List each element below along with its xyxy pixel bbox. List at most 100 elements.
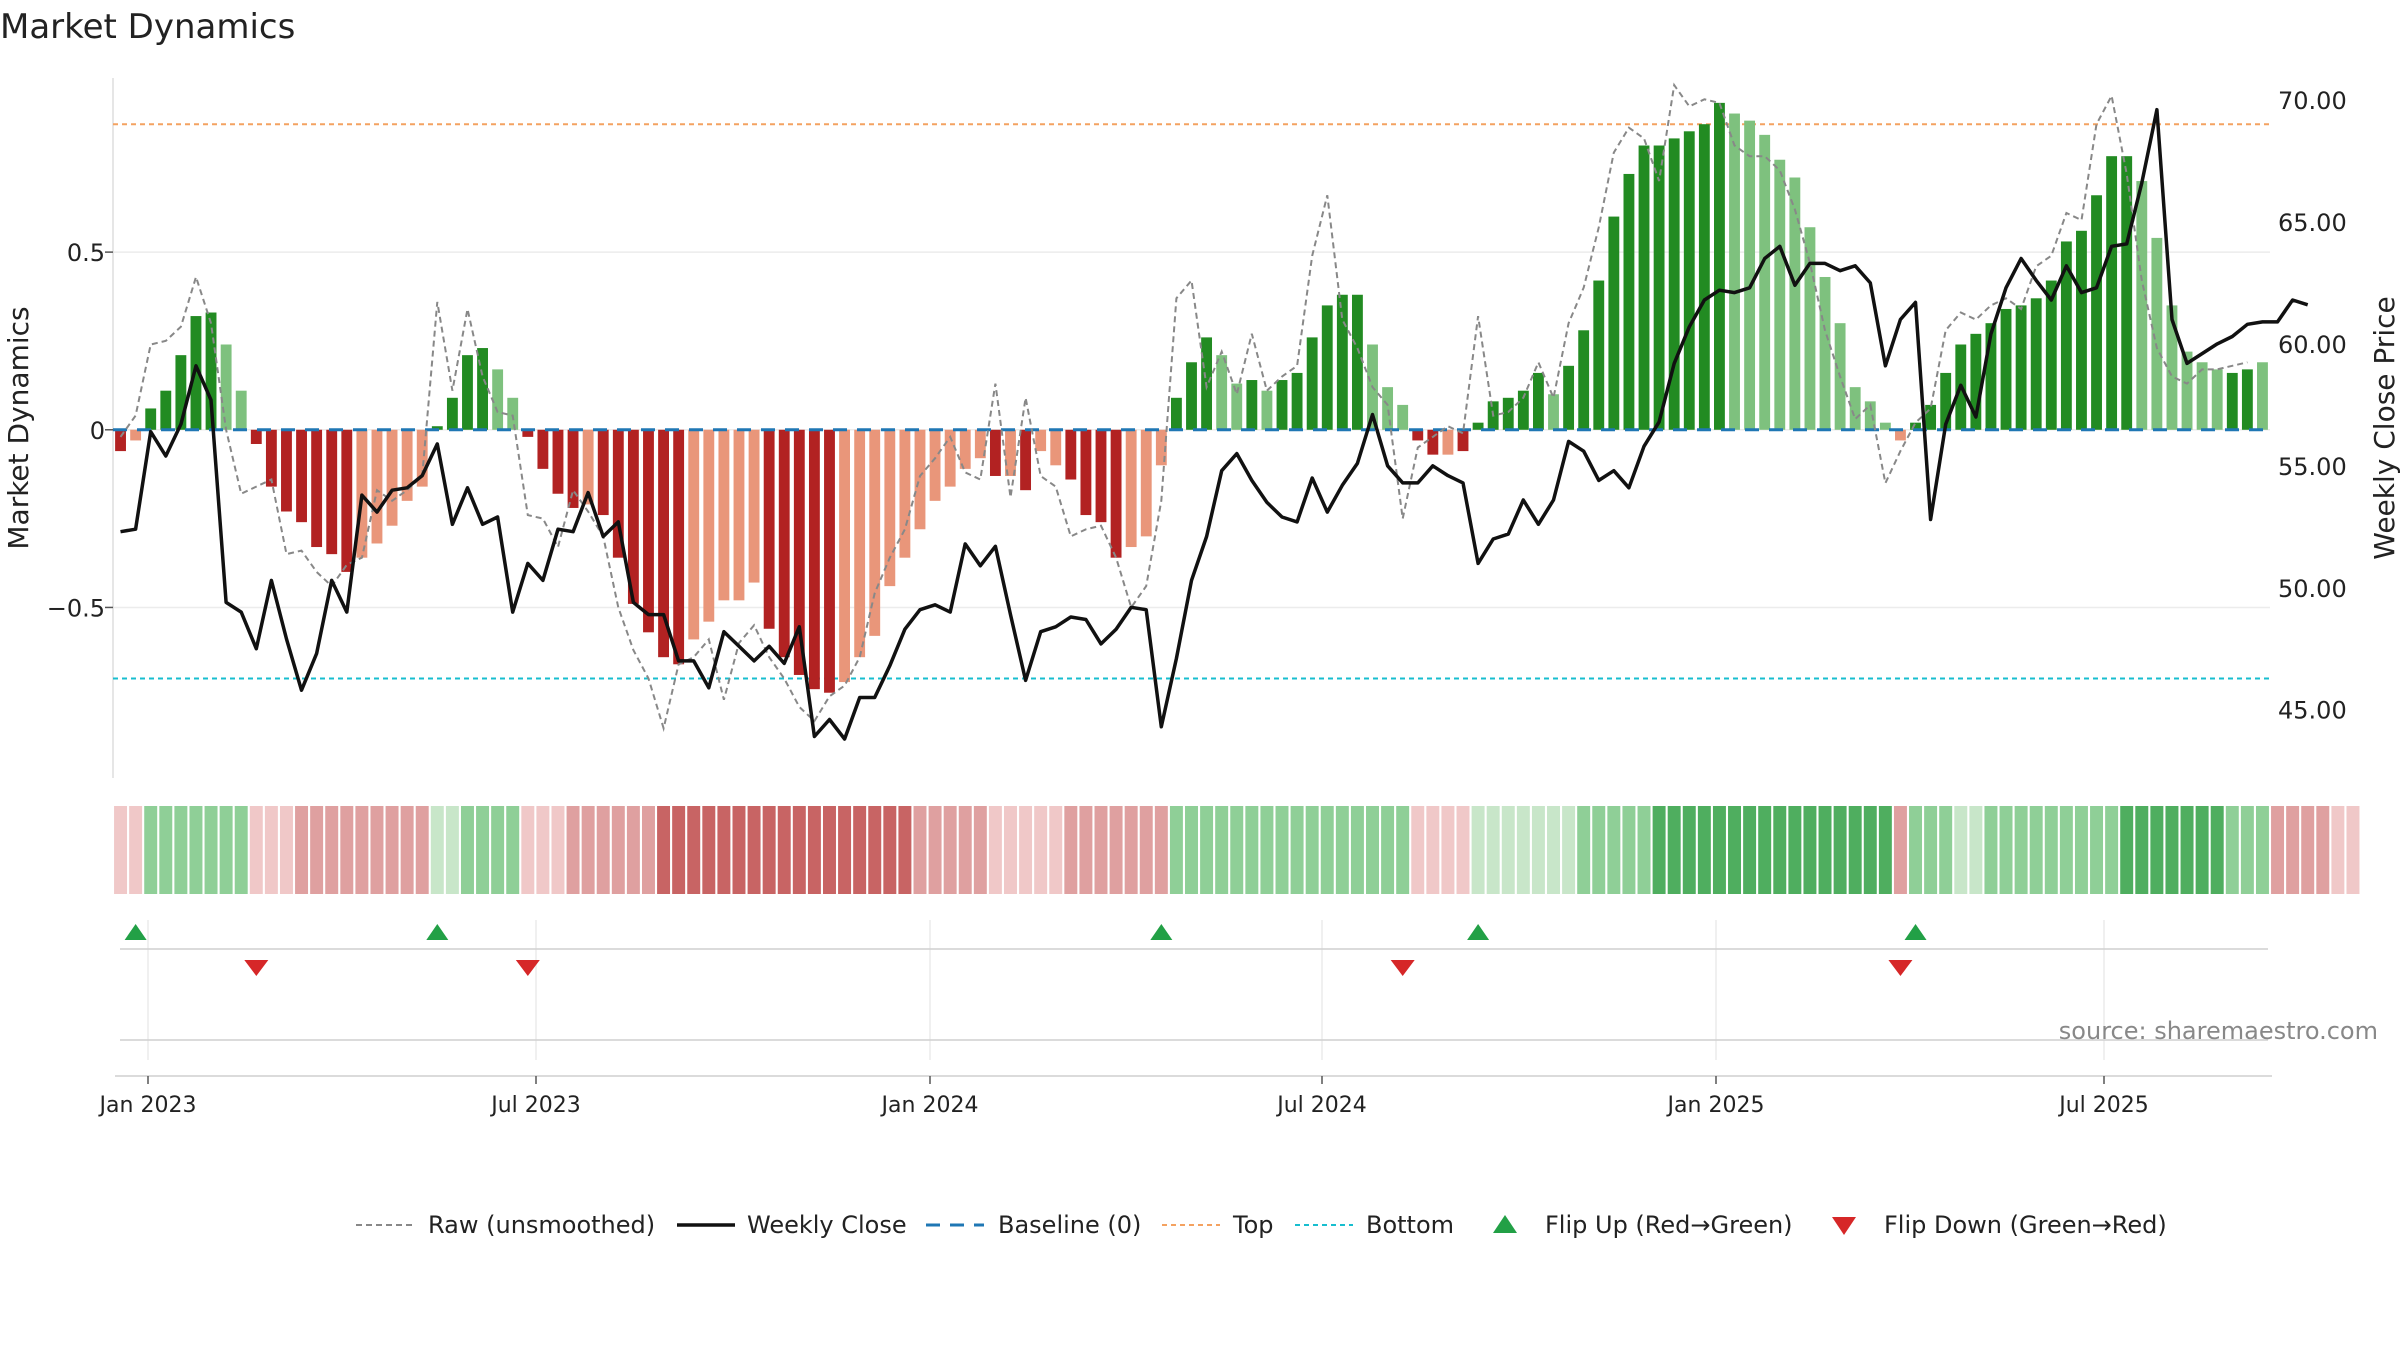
legend-label: Flip Down (Green→Red)	[1884, 1211, 2167, 1239]
strip-cell	[1788, 806, 1802, 894]
strip-cell	[1878, 806, 1892, 894]
strip-cell	[807, 806, 821, 894]
strip-cell	[144, 806, 158, 894]
momentum-bar	[2045, 280, 2057, 430]
strip-cell	[1139, 806, 1153, 894]
strip-cell	[1381, 806, 1395, 894]
momentum-bar	[1336, 294, 1348, 430]
strip-cell	[1426, 806, 1440, 894]
chart-title: Market Dynamics	[0, 7, 295, 47]
strip-cell	[2150, 806, 2164, 894]
strip-cell	[2059, 806, 2073, 894]
x-tick-label: Jan 2023	[98, 1093, 197, 1118]
strip-cell	[1562, 806, 1576, 894]
momentum-bar	[2106, 156, 2118, 430]
momentum-bar	[1970, 333, 1982, 430]
momentum-bar	[1683, 131, 1695, 430]
momentum-bar	[1563, 365, 1575, 430]
flip-up-marker	[426, 924, 449, 940]
strip-cell	[129, 806, 143, 894]
momentum-bar	[1698, 124, 1710, 430]
momentum-bar	[1759, 134, 1771, 430]
momentum-bar	[462, 355, 473, 430]
momentum-bar	[205, 312, 217, 430]
momentum-bar	[2030, 298, 2042, 430]
strip-cell	[1803, 806, 1817, 894]
momentum-bar	[1140, 429, 1152, 537]
momentum-bar	[1261, 390, 1273, 430]
strip-cell	[1320, 806, 1334, 894]
strip-cell	[1893, 806, 1907, 894]
momentum-bar	[1925, 404, 1937, 430]
strip-cell	[1773, 806, 1787, 894]
momentum-bar	[1895, 429, 1906, 441]
left-axis-ticks: 0.5 0 −0.5	[47, 239, 113, 622]
strip-cell	[1230, 806, 1244, 894]
strip-cell	[1290, 806, 1304, 894]
legend-label: Top	[1232, 1211, 1274, 1239]
momentum-bar	[1397, 404, 1409, 430]
flip-panel	[120, 924, 2268, 976]
strip-cell	[249, 806, 263, 894]
momentum-bar	[296, 429, 307, 523]
strip-cell	[792, 806, 806, 894]
source-credit: source: sharemaestro.com	[2059, 1017, 2378, 1045]
momentum-bar	[2091, 195, 2102, 430]
strip-cell	[1592, 806, 1606, 894]
strip-cell	[506, 806, 520, 894]
strip-cell	[1275, 806, 1289, 894]
momentum-bar	[1080, 429, 1092, 516]
momentum-bar	[477, 348, 488, 430]
momentum-bar	[1050, 429, 1062, 466]
momentum-bar	[2181, 351, 2193, 430]
momentum-bar	[265, 429, 277, 487]
strip-cell	[1954, 806, 1968, 894]
strip-cell	[264, 806, 278, 894]
strip-cell	[2210, 806, 2224, 894]
strip-cell	[491, 806, 505, 894]
momentum-bar	[869, 429, 881, 636]
momentum-bar	[703, 429, 715, 622]
strip-cell	[174, 806, 188, 894]
strip-cell	[838, 806, 852, 894]
strip-cell	[822, 806, 836, 894]
strip-cell	[913, 806, 927, 894]
right-tick-label: 70.00	[2278, 87, 2347, 115]
strip-cell	[2286, 806, 2300, 894]
strip-cell	[596, 806, 610, 894]
momentum-bar	[567, 429, 579, 508]
momentum-bar	[1638, 145, 1650, 430]
momentum-bar	[416, 429, 428, 487]
strip-cell	[717, 806, 731, 894]
momentum-bar	[2121, 156, 2133, 430]
momentum-bar	[944, 429, 956, 487]
momentum-bar	[824, 429, 835, 693]
strip-cell	[1848, 806, 1862, 894]
strip-cell	[400, 806, 414, 894]
momentum-bar	[612, 429, 624, 558]
momentum-bar	[1457, 429, 1469, 452]
strip-cell	[2301, 806, 2315, 894]
flip-up-marker	[1150, 924, 1173, 940]
strip-cell	[1094, 806, 1108, 894]
momentum-bar	[763, 429, 775, 629]
strip-cell	[114, 806, 128, 894]
momentum-bar	[899, 429, 911, 558]
x-tick-label: Jan 2024	[880, 1093, 979, 1118]
momentum-bar	[1110, 429, 1122, 558]
strip-cell	[1697, 806, 1711, 894]
strip-cell	[1909, 806, 1923, 894]
momentum-bar	[839, 429, 851, 683]
strip-cell	[1863, 806, 1877, 894]
strip-cell	[943, 806, 957, 894]
momentum-bar	[145, 408, 157, 430]
momentum-bar	[250, 429, 262, 444]
momentum-bar	[1155, 429, 1167, 466]
strip-cell	[340, 806, 354, 894]
strip-cell	[189, 806, 203, 894]
strip-cell	[868, 806, 882, 894]
strip-cell	[2165, 806, 2179, 894]
flip-up-marker	[124, 924, 147, 940]
momentum-bar	[401, 429, 413, 501]
